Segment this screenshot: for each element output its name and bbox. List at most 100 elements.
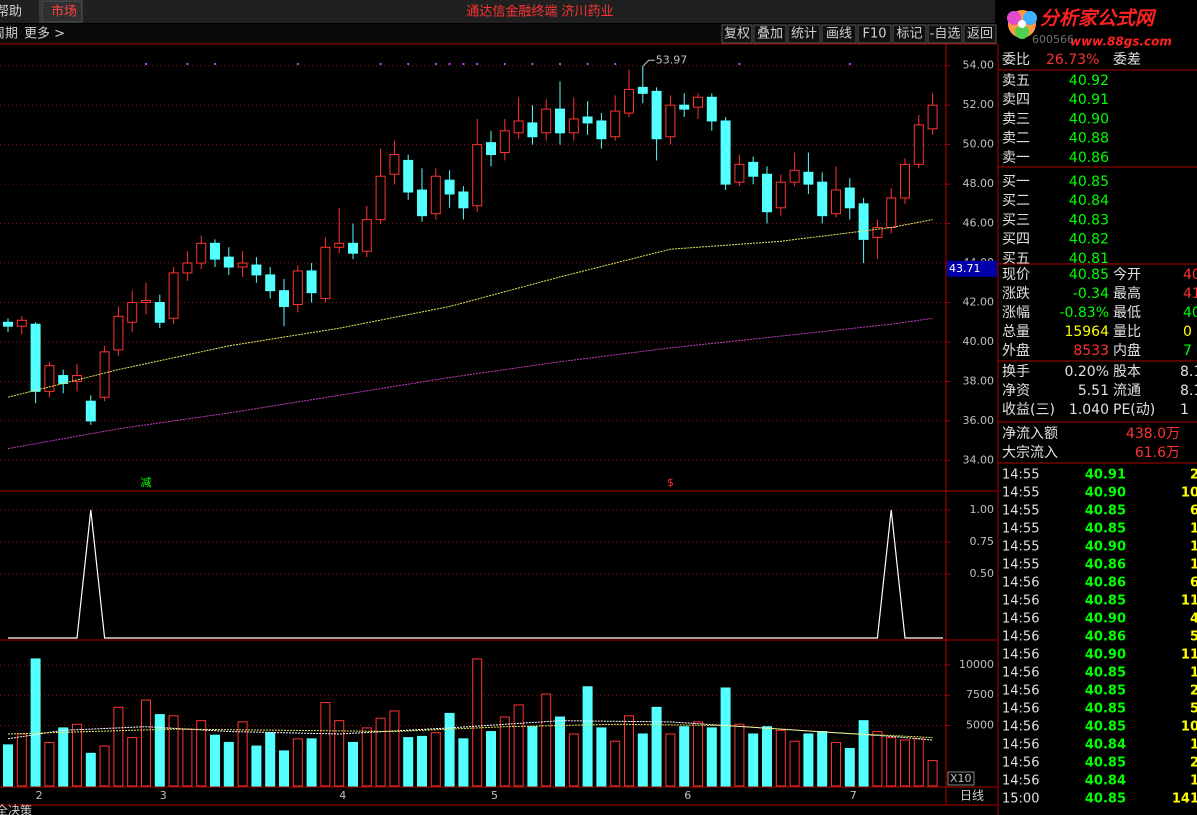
- candle-body: [430, 175, 441, 215]
- y-tick-label: 52.00: [963, 98, 995, 111]
- trade-time: 14:55: [1002, 540, 1039, 555]
- volume-bar: [555, 716, 565, 787]
- toolbar-button-label[interactable]: -自选: [930, 27, 961, 42]
- signal-dot: [407, 63, 410, 65]
- bottom-tab[interactable]: 全决策: [0, 803, 32, 815]
- logo: 分析家公式网 www.88gs.com 600566: [1007, 8, 1172, 49]
- volume-bar: [417, 735, 427, 787]
- trade-time: 14:55: [1002, 504, 1039, 519]
- toolbar-button[interactable]: [963, 24, 997, 44]
- volume-bar: [775, 729, 786, 787]
- max-label: 53.97: [656, 53, 688, 66]
- quote-text: 净资: [1002, 383, 1030, 399]
- quote-text: 5.51: [1078, 383, 1109, 399]
- candle-body: [624, 88, 634, 114]
- toolbar-item[interactable]: 周期: [0, 27, 18, 42]
- toolbar-button-label[interactable]: 画线: [826, 27, 852, 42]
- candle-body: [237, 262, 248, 268]
- candle-body: [541, 108, 552, 134]
- candle-body: [141, 300, 151, 304]
- trade-time: 14:56: [1002, 684, 1039, 699]
- x-tick-label: 6: [684, 789, 691, 802]
- quote-text: 买二: [1002, 193, 1030, 209]
- y-tick-label: 40.00: [963, 335, 995, 348]
- trade-volume: 1: [1190, 666, 1197, 681]
- toolbar-button-label[interactable]: 叠加: [757, 27, 783, 42]
- signal-dot: [586, 63, 589, 65]
- volume-bar: [596, 727, 607, 787]
- toolbar-button[interactable]: [821, 24, 857, 44]
- y-tick-label: 0.50: [970, 567, 995, 580]
- quote-text: 0.20%: [1065, 364, 1109, 380]
- period-label[interactable]: 日线: [960, 789, 984, 803]
- trade-price: 40.85: [1085, 702, 1126, 717]
- toolbar-button-label[interactable]: F10: [862, 27, 886, 42]
- toolbar-button[interactable]: [787, 24, 821, 44]
- trade-price: 40.85: [1085, 684, 1126, 699]
- logo-url: www.88gs.com: [1070, 35, 1172, 49]
- candle-body: [265, 274, 276, 292]
- candle-body: [444, 179, 455, 195]
- volume-bar: [582, 686, 593, 787]
- unit-box: [947, 771, 975, 786]
- toolbar-button[interactable]: [721, 24, 753, 44]
- toolbar-button-label[interactable]: 返回: [967, 27, 993, 42]
- quote-text: 40.84: [1069, 193, 1109, 209]
- toolbar-button-label[interactable]: 统计: [791, 27, 817, 42]
- candle-body: [858, 203, 869, 240]
- volume-bar: [430, 732, 441, 787]
- toolbar-button[interactable]: [892, 24, 927, 44]
- quote-text: 卖三: [1002, 111, 1030, 127]
- candle-body: [196, 242, 207, 264]
- quote-text: 40.85: [1069, 267, 1109, 283]
- candle-body: [734, 163, 745, 183]
- y-tick-label: 0.75: [970, 535, 995, 548]
- quote-text: -0.83%: [1059, 305, 1109, 321]
- candle-body: [279, 290, 289, 307]
- signal-dot: [503, 63, 506, 65]
- menu-item[interactable]: 帮助: [0, 5, 22, 20]
- volume-bar: [3, 744, 13, 787]
- signal-dot: [614, 63, 617, 65]
- trade-volume: 10: [1181, 486, 1197, 501]
- toolbar-button[interactable]: [753, 24, 787, 44]
- candle-body: [789, 169, 800, 183]
- candle-body: [403, 159, 414, 193]
- trade-time: 14:56: [1002, 756, 1039, 771]
- signal-dot: [214, 63, 216, 65]
- menu-tab[interactable]: [41, 0, 83, 23]
- toolbar-button-label[interactable]: 标记: [896, 27, 922, 42]
- candle-body: [30, 323, 41, 392]
- quote-text: 总量: [1002, 324, 1030, 340]
- toolbar-button-label[interactable]: 复权: [724, 26, 750, 42]
- trade-price: 40.85: [1085, 720, 1126, 735]
- volume-bar: [762, 726, 772, 787]
- trade-price: 40.85: [1085, 594, 1126, 609]
- y-tick-label: 7500: [966, 688, 994, 701]
- toolbar-item[interactable]: 更多 >: [24, 26, 65, 42]
- trade-time: 14:56: [1002, 774, 1039, 789]
- candle-body: [651, 90, 662, 140]
- ma-line: [7, 219, 933, 398]
- logo-petal: [1007, 11, 1021, 25]
- trade-volume: 1: [1190, 522, 1197, 537]
- candle-body: [223, 256, 234, 268]
- menu-item[interactable]: 市场: [51, 4, 77, 20]
- trade-price: 40.91: [1085, 468, 1126, 483]
- ma-line: [7, 723, 933, 739]
- toolbar-button[interactable]: [857, 24, 892, 44]
- trade-time: 14:56: [1002, 648, 1039, 663]
- trade-time: 14:56: [1002, 612, 1039, 627]
- quote-text: 涨幅: [1002, 305, 1030, 321]
- quote-text: 买五: [1002, 251, 1030, 267]
- trade-volume: 141: [1172, 792, 1197, 807]
- candle-body: [168, 272, 179, 319]
- volume-bar: [610, 740, 621, 787]
- candle-body: [900, 163, 910, 199]
- quote-text: 40.85: [1069, 174, 1109, 190]
- x-tick-label: 4: [339, 789, 346, 802]
- trade-price: 40.84: [1085, 774, 1126, 789]
- volume-bar: [913, 738, 924, 787]
- toolbar-button[interactable]: [927, 24, 963, 44]
- candle-body: [361, 219, 372, 252]
